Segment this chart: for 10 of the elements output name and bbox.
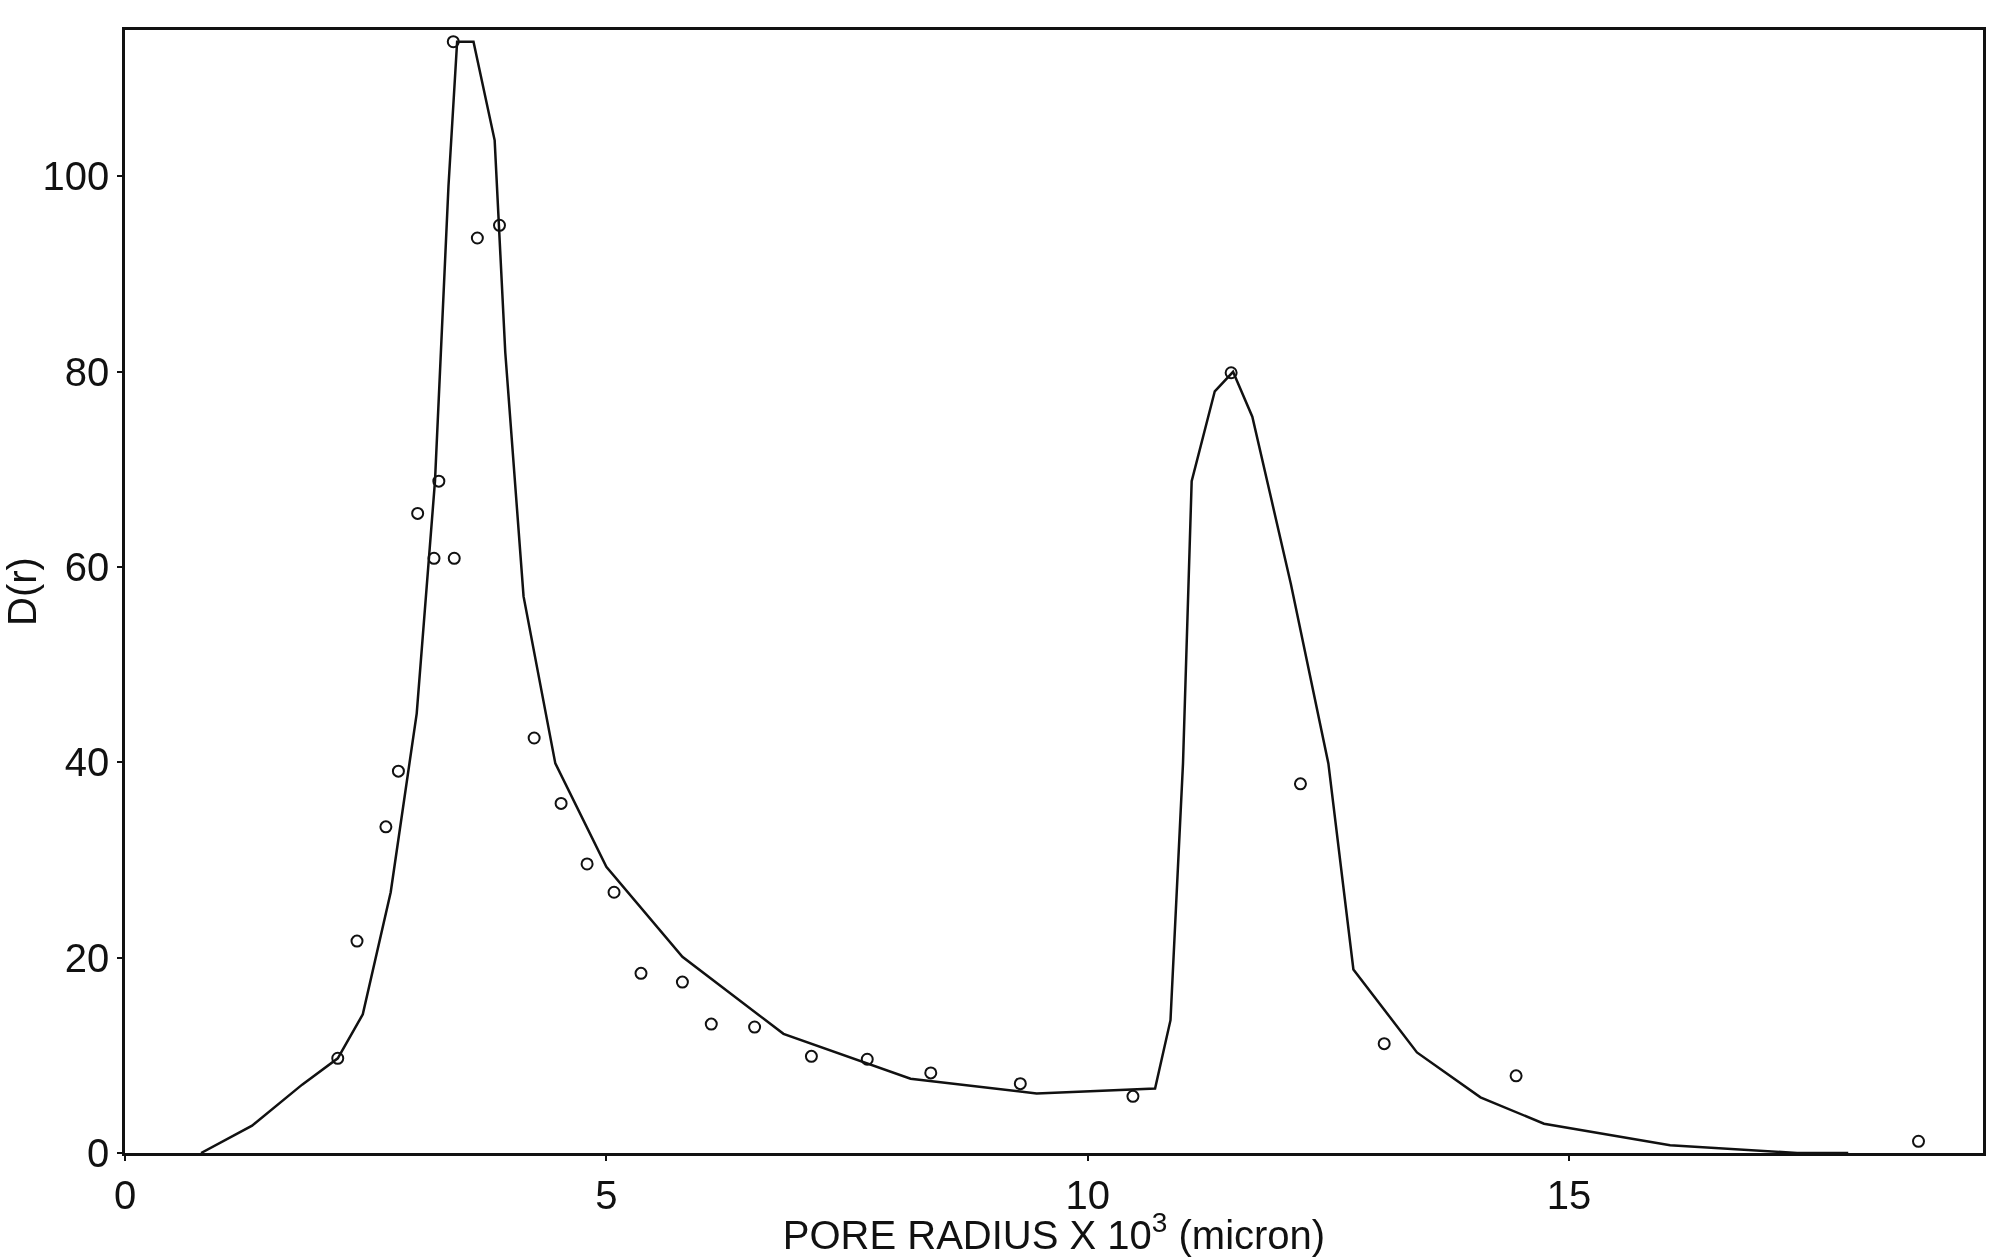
y-tick-label: 0 bbox=[87, 1131, 110, 1175]
y-tick-label: 100 bbox=[42, 154, 110, 199]
y-axis-title: D(r) bbox=[0, 557, 44, 626]
y-tick-label: 60 bbox=[64, 545, 110, 590]
x-tick-label: 5 bbox=[595, 1172, 618, 1217]
x-tick-label: 10 bbox=[1065, 1172, 1110, 1217]
y-tick-label: 20 bbox=[64, 935, 110, 980]
x-tick-label: 15 bbox=[1546, 1172, 1592, 1217]
y-tick-label: 40 bbox=[64, 740, 110, 785]
y-tick-label: 80 bbox=[64, 349, 110, 394]
